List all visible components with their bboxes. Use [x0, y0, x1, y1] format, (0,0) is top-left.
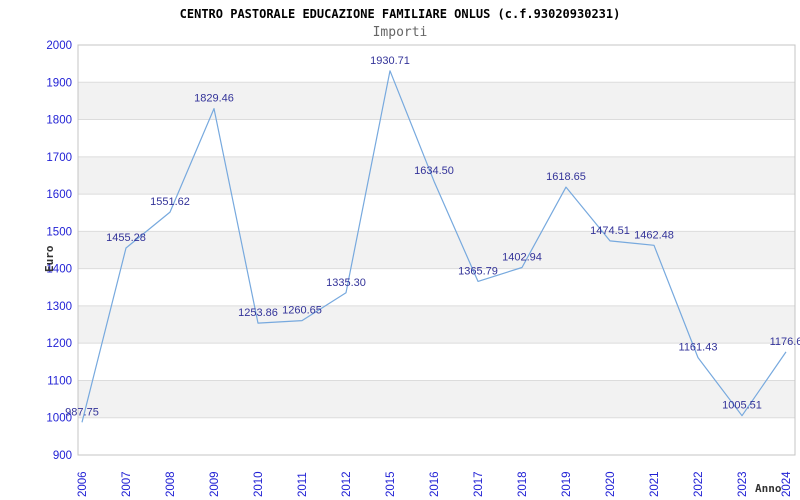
y-tick-label: 1700 [46, 152, 72, 164]
y-tick-label: 1300 [46, 301, 72, 313]
chart-title: CENTRO PASTORALE EDUCAZIONE FAMILIARE ON… [179, 7, 621, 21]
plot-border [77, 44, 796, 456]
x-tick-label: 2017 [473, 471, 485, 497]
y-tick-label: 1000 [46, 413, 72, 425]
point-label: 1176.6 [770, 336, 800, 348]
point-label: 1365.79 [458, 265, 498, 277]
x-tick-label: 2021 [649, 471, 661, 497]
point-label: 1634.50 [414, 165, 454, 177]
point-label: 1455.28 [106, 232, 146, 244]
y-tick-label: 1900 [46, 77, 72, 89]
point-label: 1829.46 [194, 93, 234, 105]
x-tick-label: 2018 [517, 471, 529, 497]
y-tick-label: 1500 [46, 226, 72, 238]
x-tick-label: 2009 [209, 471, 221, 497]
plot-band [78, 380, 795, 418]
point-label: 1161.43 [679, 342, 718, 354]
point-label: 1618.65 [546, 171, 586, 183]
y-axis-title: Euro [43, 245, 56, 272]
point-label: 987.75 [65, 406, 99, 418]
x-tick-label: 2023 [737, 471, 749, 497]
x-tick-label: 2022 [693, 471, 705, 497]
x-tick-label: 2011 [297, 472, 309, 497]
y-tick-label: 1100 [47, 375, 72, 387]
x-tick-label: 2006 [77, 471, 89, 497]
data-line [81, 70, 787, 423]
point-label: 1260.65 [282, 305, 322, 317]
y-tick-label: 1200 [46, 338, 72, 350]
y-tick-label: 2000 [46, 40, 72, 52]
plot-band [78, 305, 795, 344]
plot-band [78, 231, 795, 269]
x-tick-label: 2007 [121, 471, 133, 497]
y-tick-label: 1800 [46, 115, 72, 127]
x-tick-label: 2016 [429, 471, 441, 497]
y-tick-label: 900 [53, 450, 72, 462]
x-tick-label: 2010 [253, 471, 265, 497]
y-tick-label: 1600 [46, 189, 72, 201]
x-tick-label: 2020 [605, 471, 617, 497]
x-tick-label: 2008 [165, 471, 177, 497]
point-label: 1930.71 [370, 55, 410, 67]
x-tick-label: 2024 [781, 471, 793, 497]
plot-band [78, 82, 795, 120]
point-label: 1402.94 [502, 252, 542, 264]
chart-subtitle: Importi [372, 25, 428, 40]
x-axis-title: Anno [755, 482, 782, 495]
x-tick-label: 2019 [561, 471, 573, 497]
point-label: 1335.30 [326, 277, 366, 289]
point-label: 1462.48 [634, 229, 674, 241]
x-tick-label: 2015 [385, 471, 397, 497]
y-tick-label: 1400 [46, 264, 72, 276]
point-label: 1474.51 [590, 225, 630, 237]
point-label: 1551.62 [150, 196, 190, 208]
point-label: 1253.86 [238, 307, 278, 319]
point-label: 1005.51 [722, 400, 762, 412]
x-tick-label: 2012 [341, 471, 353, 497]
